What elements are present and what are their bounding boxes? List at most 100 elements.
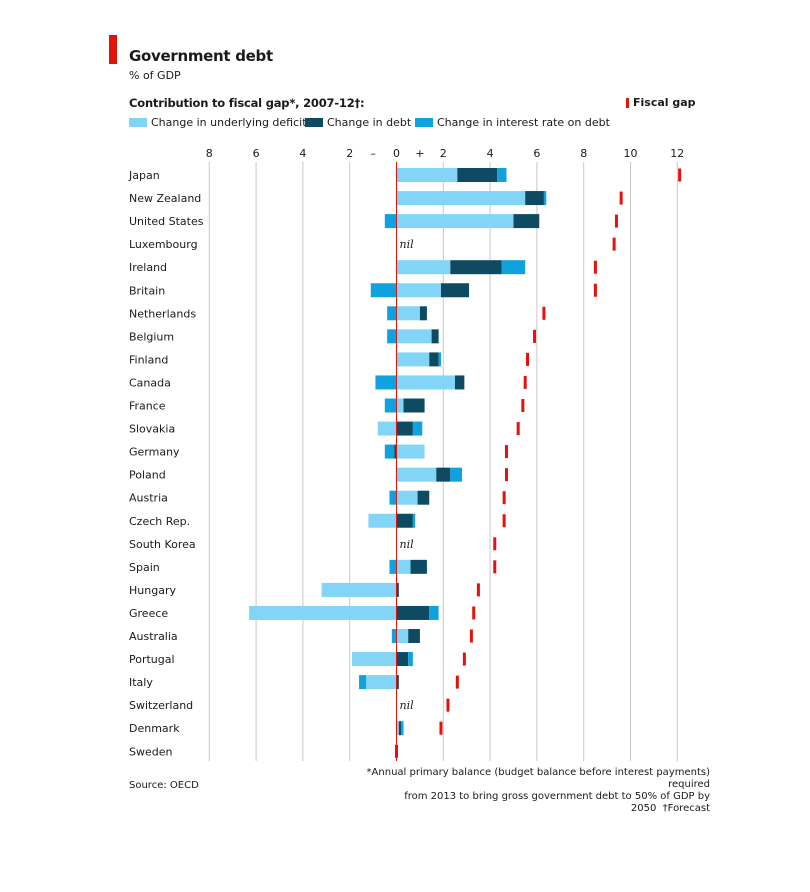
bar-segment-deficit: [396, 352, 430, 367]
bar-segment-deficit: [396, 490, 418, 505]
footnote: *Annual primary balance (budget balance …: [350, 767, 710, 815]
fiscal-gap-marker: [678, 168, 682, 182]
bar-segment-debt: [436, 467, 451, 482]
bar-segment-interest: [438, 352, 441, 367]
bar-segment-deficit: [396, 467, 437, 482]
bar-segment-interest: [408, 652, 413, 667]
bar-segment-interest: [389, 559, 397, 574]
bar-segment-interest: [370, 283, 397, 298]
chart-subtitle: % of GDP: [129, 69, 181, 82]
country-label: Switzerland: [129, 699, 193, 712]
x-axis-tick-label: 4: [487, 147, 494, 160]
fiscal-gap-marker: [542, 306, 546, 320]
bar-segment-interest: [387, 306, 397, 321]
bar-segment-deficit: [396, 629, 409, 643]
bar-segment-debt: [410, 559, 427, 574]
brand-red-rectangle: [109, 35, 117, 64]
country-label: Canada: [129, 376, 171, 389]
country-label: Ireland: [129, 261, 167, 274]
bar-segment-interest: [543, 191, 547, 206]
fiscal-gap-marker: [504, 445, 508, 459]
bar-segment-debt: [403, 398, 425, 413]
bar-segment-deficit: [396, 559, 411, 574]
bar-segment-deficit: [396, 721, 399, 736]
country-label: United States: [129, 215, 204, 228]
bar-segment-deficit: [377, 421, 397, 436]
legend-label-fiscal-gap: Fiscal gap: [633, 96, 696, 109]
bar-segment-debt: [398, 721, 402, 736]
bar-segment-interest: [401, 721, 404, 736]
fiscal-gap-marker: [446, 698, 450, 712]
fiscal-gap-marker: [455, 675, 459, 689]
x-axis-tick-label: 10: [624, 147, 638, 160]
bar-segment-interest: [359, 675, 367, 690]
legend-label-deficit: Change in underlying deficit: [151, 116, 307, 129]
bar-segment-debt: [396, 582, 399, 597]
footnote-line-1: *Annual primary balance (budget balance …: [366, 767, 710, 790]
bar-segment-interest: [391, 629, 397, 643]
footnote-forecast: †Forecast: [662, 803, 710, 814]
legend-item-debt: Change in debt: [305, 116, 411, 129]
fiscal-gap-marker: [472, 606, 476, 620]
country-label: New Zealand: [129, 192, 201, 205]
country-label: Britain: [129, 284, 165, 297]
bar-segment-interest: [429, 605, 439, 620]
bar-segment-debt: [450, 260, 502, 275]
legend-marker-fiscal-gap: [626, 97, 629, 108]
nil-label: nil: [400, 238, 415, 251]
fiscal-gap-marker: [439, 721, 443, 735]
bar-segment-debt: [408, 629, 420, 643]
bar-segment-interest: [497, 168, 507, 182]
bar-segment-deficit: [396, 260, 451, 275]
legend-label-debt: Change in debt: [327, 116, 412, 129]
fiscal-gap-marker: [593, 260, 597, 274]
source-note: Source: OECD: [129, 780, 199, 791]
bar-segment-debt: [417, 490, 430, 505]
bar-segment-debt: [513, 214, 540, 229]
bar-segment-interest: [384, 214, 397, 229]
country-label: Portugal: [129, 653, 175, 666]
x-axis-tick-label: 6: [533, 147, 540, 160]
country-label: Sweden: [129, 745, 172, 758]
chart-title: Government debt: [129, 47, 273, 65]
nil-label: nil: [400, 538, 415, 551]
fiscal-gap-marker: [476, 583, 480, 597]
bar-segment-interest: [501, 260, 526, 275]
bar-segment-interest: [412, 421, 423, 436]
x-axis-tick-label: 4: [299, 147, 306, 160]
legend-swatch-debt: [305, 118, 323, 127]
fiscal-gap-marker: [462, 652, 466, 666]
x-axis-tick-label: 6: [253, 147, 260, 160]
fiscal-gap-marker: [533, 329, 537, 343]
footnote-line-2-text: from 2013 to bring gross government debt…: [404, 791, 710, 814]
country-label: South Korea: [129, 538, 196, 551]
legend-item-interest: Change in interest rate on debt: [415, 116, 610, 129]
fiscal-gap-marker: [493, 537, 497, 551]
bar-segment-debt: [429, 352, 439, 367]
fiscal-gap-marker: [614, 214, 618, 228]
country-label: Slovakia: [129, 423, 175, 436]
country-label: Netherlands: [129, 307, 196, 320]
country-label: Greece: [129, 607, 168, 620]
bar-segment-debt: [396, 513, 413, 528]
x-axis-tick-label: 12: [670, 147, 684, 160]
country-label: Denmark: [129, 722, 180, 735]
fiscal-gap-marker: [521, 399, 525, 412]
country-label: France: [129, 400, 166, 413]
bar-segment-debt: [396, 421, 413, 436]
country-label: Hungary: [129, 584, 176, 597]
bar-segment-interest: [387, 329, 397, 344]
x-axis-tick-label: 8: [206, 147, 213, 160]
fiscal-gap-marker: [502, 514, 506, 528]
bar-segment-interest: [412, 513, 416, 528]
country-label: Germany: [129, 446, 180, 459]
bar-segment-deficit: [396, 214, 514, 229]
x-axis-tick-label: –: [370, 147, 376, 160]
country-label: Luxembourg: [129, 238, 198, 251]
bar-segment-deficit: [396, 191, 526, 206]
bar-segment-interest: [384, 444, 395, 459]
fiscal-gap-marker: [504, 468, 508, 482]
x-axis-tick-label: +: [415, 147, 424, 160]
chart-heading: Contribution to fiscal gap*, 2007-12†:: [129, 96, 365, 110]
